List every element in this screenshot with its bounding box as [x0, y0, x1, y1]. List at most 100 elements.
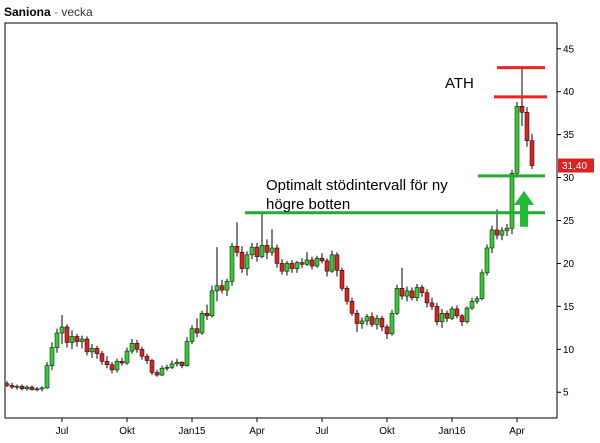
candle	[239, 246, 245, 273]
y-tick-label: 45	[563, 44, 575, 55]
candle-body	[214, 285, 220, 292]
candle	[374, 314, 380, 330]
candle	[164, 364, 170, 371]
candle-body	[119, 361, 125, 364]
support-label-line2: högre botten	[266, 196, 350, 213]
candle	[494, 209, 500, 240]
candle-body	[324, 260, 330, 272]
candle	[274, 244, 280, 268]
candle	[59, 314, 65, 345]
candle-body	[74, 336, 80, 342]
candle	[289, 260, 295, 273]
candle	[264, 239, 270, 260]
candle	[154, 369, 160, 377]
candle	[119, 357, 125, 366]
y-tick-label: 15	[563, 302, 575, 313]
candle	[129, 339, 135, 354]
candle	[259, 213, 265, 259]
candle	[504, 223, 510, 236]
candle	[429, 297, 435, 310]
candle-body	[349, 300, 355, 314]
candle	[209, 285, 215, 318]
candle-body	[179, 361, 185, 366]
candle-body	[494, 229, 500, 236]
candle-body	[264, 245, 270, 253]
candle-body	[259, 245, 265, 257]
candle	[409, 287, 415, 301]
candle-body	[164, 367, 170, 369]
candle	[54, 328, 60, 353]
candle-body	[514, 106, 520, 174]
candle	[329, 250, 335, 273]
x-tick-label: Apr	[509, 426, 525, 437]
candle	[524, 107, 530, 147]
candle	[464, 306, 470, 324]
x-tick-label: Jan15	[178, 426, 206, 437]
candle	[489, 225, 495, 254]
candle-body	[404, 290, 410, 297]
candle-body	[314, 258, 320, 267]
candle	[319, 253, 325, 264]
candle	[104, 356, 110, 369]
candle-body	[139, 349, 145, 357]
candle-body	[219, 285, 225, 291]
candle-body	[184, 341, 190, 366]
candle-body	[44, 365, 50, 389]
candle	[424, 289, 430, 308]
candle	[124, 347, 130, 365]
candle-body	[339, 270, 345, 289]
candle-body	[79, 338, 85, 342]
candle	[499, 227, 505, 241]
candle-body	[49, 347, 55, 366]
candle-body	[439, 312, 445, 323]
candle	[44, 362, 50, 389]
candle	[479, 269, 485, 301]
candle	[344, 285, 350, 305]
candle-body	[294, 262, 300, 269]
candle-body	[509, 173, 515, 229]
candle-body	[64, 326, 70, 343]
candle	[159, 365, 165, 376]
candle-body	[364, 316, 370, 322]
candle	[174, 358, 180, 367]
candle	[444, 310, 450, 322]
candle	[279, 259, 285, 275]
candle-body	[319, 258, 325, 262]
candle	[149, 358, 155, 376]
candle-body	[194, 328, 200, 334]
candle	[229, 242, 235, 286]
candle	[199, 310, 205, 335]
up-arrow-icon	[514, 190, 534, 227]
candle	[324, 258, 330, 277]
candle-body	[209, 290, 215, 317]
candle	[399, 267, 405, 300]
candle-body	[89, 348, 95, 353]
candle-body	[69, 336, 75, 343]
candle-body	[39, 387, 45, 390]
candle	[379, 315, 385, 332]
candle-body	[334, 254, 340, 271]
candle-body	[344, 288, 350, 302]
candle	[439, 308, 445, 328]
candle	[254, 242, 260, 262]
candle	[514, 102, 520, 178]
candle-body	[389, 312, 395, 335]
last-price-label: 31,40	[562, 161, 587, 172]
candle	[84, 336, 90, 356]
y-tick-label: 5	[563, 388, 569, 399]
candle-body	[159, 367, 165, 376]
candle-body	[199, 312, 205, 334]
candle-body	[249, 246, 255, 256]
candle	[169, 360, 175, 370]
candles-layer	[4, 66, 535, 392]
candle	[339, 267, 345, 291]
candle	[39, 386, 45, 392]
candle	[249, 242, 255, 260]
candle	[79, 335, 85, 349]
candle	[349, 297, 355, 316]
candle	[529, 133, 535, 169]
candle-body	[484, 247, 490, 274]
candle	[484, 244, 490, 276]
axes-layer: 5 10 15 20 25 30 35 40 45 Jul Okt Jan15 Apr Jul Okt Jan…	[56, 44, 594, 437]
